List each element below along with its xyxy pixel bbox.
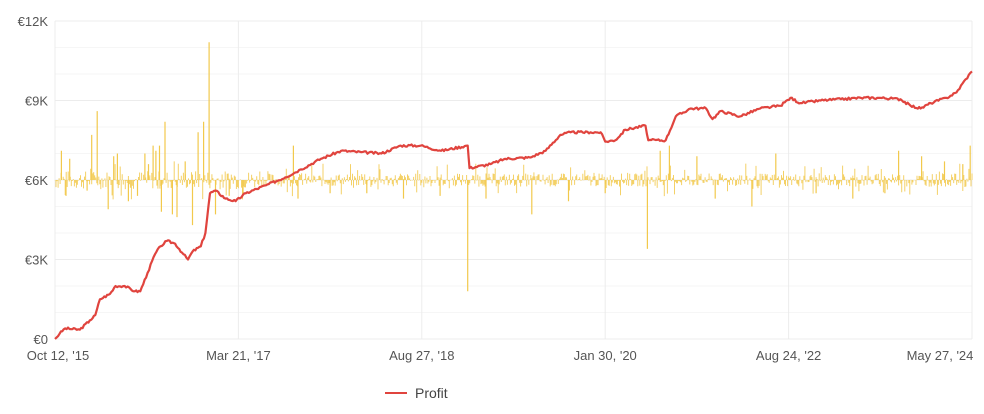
profit-legend-swatch-icon: [385, 392, 407, 394]
y-axis-labels: €0 €3K €6K €9K €12K: [18, 14, 49, 347]
profit-line: [54, 70, 973, 340]
x-tick-label: Mar 21, '17: [206, 348, 271, 363]
y-tick-label: €3K: [25, 253, 48, 268]
y-tick-label: €12K: [18, 14, 49, 29]
x-axis-labels: Oct 12, '15 Mar 21, '17 Aug 27, '18 Jan 30,…: [27, 348, 974, 363]
x-tick-label: Aug 27, '18: [389, 348, 454, 363]
daily-change-series: [54, 42, 973, 292]
x-tick-label: Oct 12, '15: [27, 348, 89, 363]
x-tick-label: Aug 24, '22: [756, 348, 821, 363]
y-tick-label: €6K: [25, 173, 48, 188]
x-tick-label: May 27, '24: [907, 348, 974, 363]
y-tick-label: €9K: [25, 94, 48, 109]
chart-legend[interactable]: Profit: [385, 385, 448, 401]
y-tick-label: €0: [34, 332, 48, 347]
x-tick-label: Jan 30, '20: [574, 348, 637, 363]
profit-legend-label: Profit: [415, 385, 448, 401]
